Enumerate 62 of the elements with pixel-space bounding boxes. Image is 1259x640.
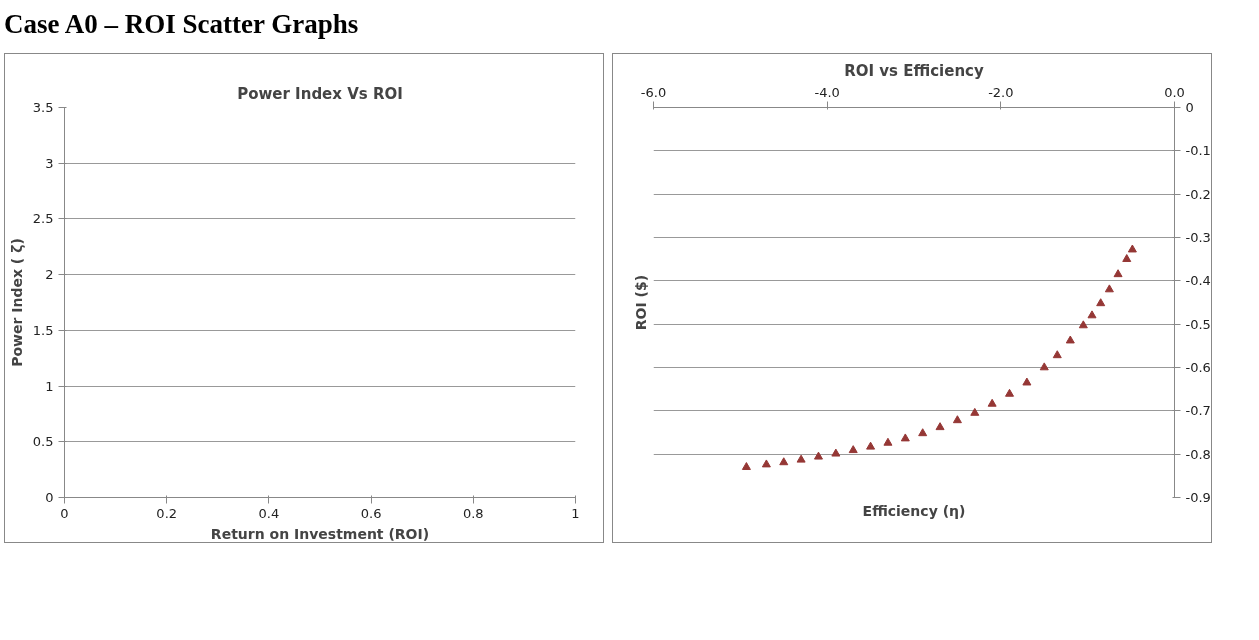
y-tick-label: -0.1 (1185, 142, 1211, 158)
y-tick-label: 3.5 (32, 99, 54, 115)
y-tick-label: -0.5 (1185, 316, 1211, 332)
y-tick-label: -0.6 (1185, 359, 1211, 375)
point (1022, 377, 1032, 386)
x-tick-label: -2.0 (988, 84, 1014, 100)
x-tick-label: 0.0 (1164, 84, 1185, 100)
point (952, 414, 962, 423)
point (1005, 388, 1015, 397)
point (1122, 253, 1132, 262)
point (741, 461, 751, 470)
chart-title: ROI vs Efficiency (844, 61, 984, 80)
y-tick-label: -0.4 (1185, 272, 1211, 288)
point (761, 459, 771, 467)
x-axis-title: Efficiency (η) (862, 502, 966, 519)
point (883, 437, 893, 446)
y-tick-label: 3 (45, 155, 54, 171)
y-tick-label: -0.7 (1185, 402, 1211, 418)
point (1104, 283, 1114, 292)
chart-title: Power Index Vs ROI (237, 84, 403, 103)
y-tick-label: 1.5 (32, 322, 54, 338)
y-tick-label: -0.8 (1185, 446, 1211, 462)
x-tick-label: 0.4 (258, 505, 280, 521)
x-tick-label: -4.0 (814, 84, 840, 100)
y-axis-title: ROI ($) (632, 274, 649, 330)
point (1065, 335, 1075, 344)
point (1087, 309, 1097, 318)
y-tick-label: -0.9 (1185, 489, 1211, 505)
x-tick-label: 0.8 (462, 505, 484, 521)
text: Case A0 – ROI Scatter Graphs (4, 8, 359, 41)
point (1096, 297, 1106, 306)
point (1078, 319, 1088, 328)
y-tick-label: -0.3 (1185, 229, 1211, 245)
y-tick-label: 0 (45, 489, 54, 505)
point (779, 456, 789, 465)
point (796, 454, 806, 463)
y-tick-label: 1 (45, 378, 54, 394)
y-tick-label: 0.5 (32, 433, 54, 449)
x-tick-label: 1 (571, 505, 580, 521)
x-tick-label: 0.2 (156, 505, 178, 521)
x-tick-label: 0.6 (360, 505, 382, 521)
point (848, 444, 858, 453)
y-axis-title: Power Index ( ζ) (8, 237, 25, 367)
point (987, 398, 997, 407)
y-tick-label: -0.2 (1185, 186, 1211, 202)
point (935, 421, 945, 430)
point (1127, 244, 1137, 253)
y-tick-label: 0 (1185, 99, 1194, 115)
point (866, 441, 876, 450)
x-tick-label: -6.0 (640, 84, 667, 100)
point (900, 433, 910, 441)
point (1113, 268, 1123, 277)
y-tick-label: 2 (45, 266, 54, 282)
x-tick-label: 0 (60, 505, 69, 521)
point (813, 451, 823, 460)
point (918, 427, 928, 436)
point (1052, 349, 1062, 358)
point (1039, 361, 1049, 370)
point (970, 407, 980, 416)
x-axis-title: Return on Investment (ROI) (210, 525, 430, 542)
point (831, 448, 841, 457)
y-tick-label: 2.5 (32, 210, 54, 226)
